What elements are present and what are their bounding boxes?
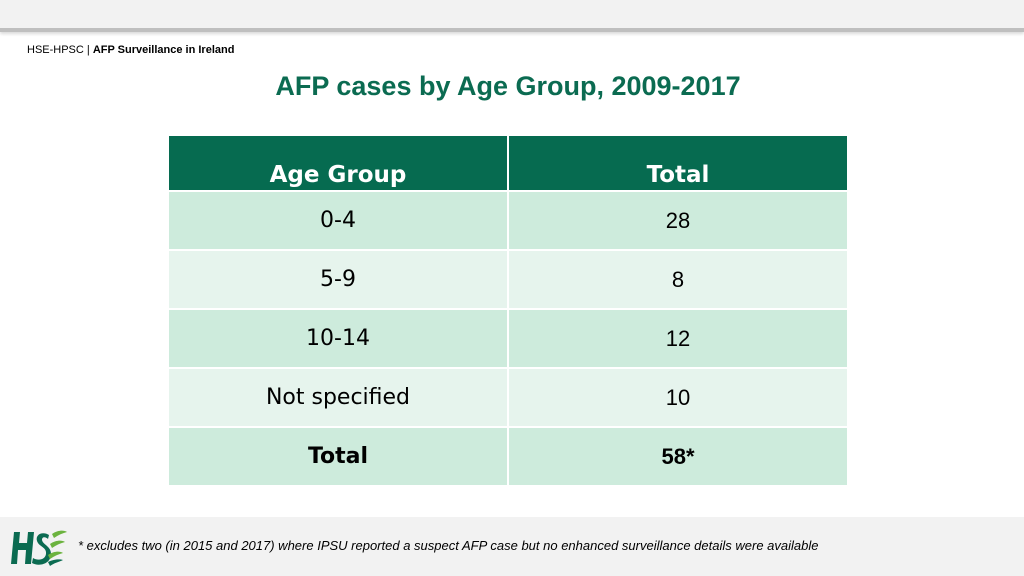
slide-header: HSE-HPSC | AFP Surveillance in Ireland (27, 44, 234, 56)
total-label-cell: Total (167, 426, 509, 487)
total-cell: 8 (507, 249, 849, 310)
header-org: HSE-HPSC | (27, 44, 93, 56)
column-header-total: Total (507, 134, 849, 192)
age-group-cell: 0-4 (167, 190, 509, 251)
table-total-row: Total 58* (167, 426, 849, 487)
table-header-row: Age Group Total (167, 134, 849, 192)
grand-total-cell: 58* (507, 426, 849, 487)
hse-logo-icon (10, 522, 68, 575)
column-header-age-group: Age Group (167, 134, 509, 192)
table-row: 0-4 28 (167, 190, 849, 251)
table-row: Not specified 10 (167, 367, 849, 428)
age-group-table: Age Group Total 0-4 28 5-9 8 10-14 12 No… (167, 134, 849, 487)
table-row: 5-9 8 (167, 249, 849, 310)
table-row: 10-14 12 (167, 308, 849, 369)
total-cell: 12 (507, 308, 849, 369)
age-group-cell: Not specified (167, 367, 509, 428)
top-band (0, 0, 1024, 32)
footnote: * excludes two (in 2015 and 2017) where … (78, 538, 819, 553)
age-group-cell: 10-14 (167, 308, 509, 369)
header-subtitle: AFP Surveillance in Ireland (92, 44, 235, 56)
total-cell: 28 (507, 190, 849, 251)
age-group-cell: 5-9 (167, 249, 509, 310)
total-cell: 10 (507, 367, 849, 428)
footer-band (0, 517, 1024, 576)
slide-title: AFP cases by Age Group, 2009-2017 (275, 71, 741, 101)
